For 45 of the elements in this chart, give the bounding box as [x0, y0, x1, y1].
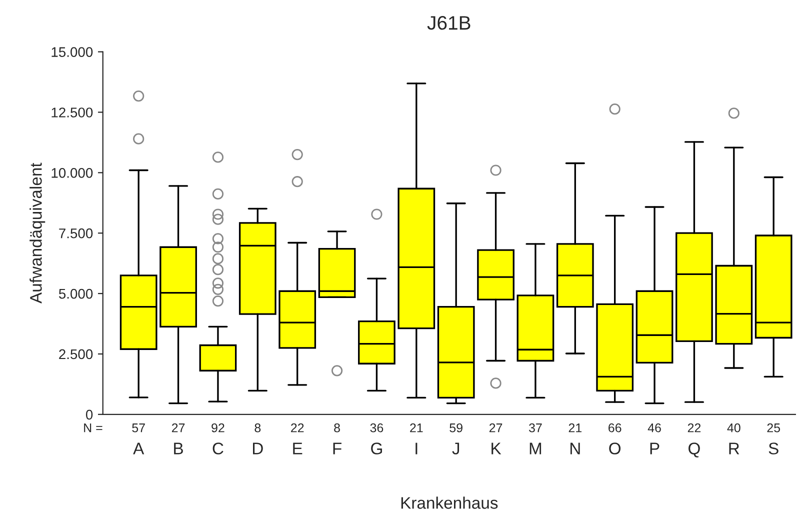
x-tick-label: E [293, 442, 302, 454]
chart-title: J61B [427, 16, 470, 30]
x-tick-label: I [416, 442, 418, 454]
x-tick-label: J [452, 442, 460, 454]
text: 57 [132, 424, 145, 432]
text: 46 [648, 423, 661, 432]
y-tick-label: 0 [86, 410, 93, 420]
x-tick-label: N [570, 442, 580, 454]
y-tick-label: 7.500 [59, 228, 93, 238]
x-tick-label: F [333, 442, 342, 454]
text: 22 [688, 423, 701, 432]
x-tick-label: Q [688, 442, 700, 458]
y-tick-label: 10.000 [52, 168, 93, 178]
text: 59 [450, 423, 462, 432]
x-axis-title: Krankenhaus [401, 496, 498, 509]
text: 21 [410, 423, 423, 432]
x-tick-label: M [530, 442, 542, 454]
x-tick-label: A [133, 442, 144, 454]
x-tick-label: K [492, 442, 502, 454]
y-axis-title: Aufwandäquivalent [30, 162, 46, 304]
text: 8 [334, 423, 340, 432]
text: N = [84, 424, 102, 432]
text: 66 [608, 423, 622, 432]
text: 8 [254, 423, 261, 432]
x-tick-label: P [650, 442, 660, 454]
y-tick-label: 15.000 [52, 47, 93, 57]
text: 37 [528, 423, 542, 432]
text: 40 [727, 423, 740, 432]
text: 36 [370, 423, 384, 432]
text: 92 [212, 423, 224, 432]
y-tick-label: 5.000 [58, 288, 93, 299]
x-tick-label: S [768, 442, 778, 454]
y-tick-label: 2.500 [59, 349, 93, 360]
text: 27 [172, 423, 185, 432]
y-tick-label: 12.500 [52, 108, 93, 118]
x-tick-label: O [609, 442, 621, 454]
x-tick-label: C [212, 442, 224, 454]
x-tick-label: G [371, 442, 382, 454]
text: 27 [489, 423, 502, 432]
text: 21 [568, 423, 582, 432]
x-tick-label: R [729, 442, 740, 454]
x-tick-label: D [253, 442, 263, 454]
text: 22 [291, 423, 304, 432]
text: 25 [767, 423, 780, 432]
x-tick-label: B [174, 442, 183, 454]
